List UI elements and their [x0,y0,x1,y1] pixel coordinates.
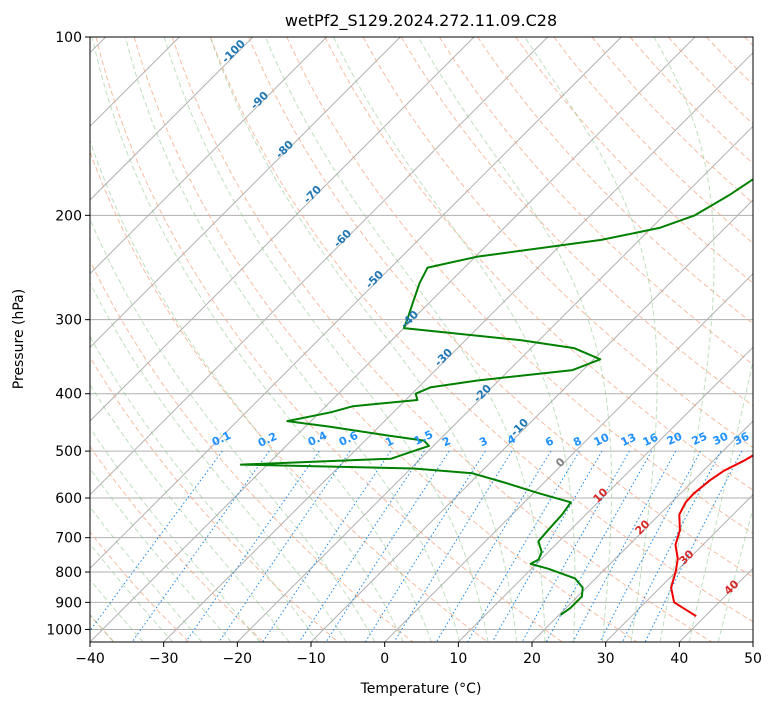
mixing-ratio-line [364,450,486,642]
mixing-ratio-line [572,450,677,642]
x-tick-label: 30 [597,651,615,667]
dry-adiabat [324,37,753,491]
isotherm-gridline [605,493,753,642]
dry-adiabat [210,37,753,623]
dry-adiabat [90,445,264,642]
moist-adiabat [688,358,753,642]
mixing-ratio-line [218,450,351,642]
dry-adiabat [400,37,753,407]
mixing-ratio-line [521,450,630,642]
background-lines [90,37,753,642]
y-tick-label: 100 [55,30,82,46]
x-tick-label: 40 [670,651,688,667]
x-tick-label: −10 [296,651,326,667]
y-tick-label: 500 [55,444,82,460]
x-tick-label: 10 [449,651,467,667]
moist-adiabat [163,37,489,642]
dry-adiabat [248,37,753,578]
moist-adiabat [265,37,546,642]
mixing-ratio-line [545,450,653,642]
isotherm-gridline [90,37,254,201]
x-tick-label: −40 [75,651,105,667]
dry-adiabat [90,259,414,642]
mixing-ratio-line [467,450,580,642]
moist-adiabat [717,506,753,642]
isotherm-gridline [752,641,753,642]
dry-adiabat [362,37,753,449]
isotherm-gridline [90,37,622,570]
x-tick-label: 20 [523,651,541,667]
dewpoint-profile-line [239,178,753,616]
moist-adiabat [124,37,461,642]
isotherm-gridline [531,420,753,642]
plot-area [90,37,753,642]
moist-adiabat [209,37,517,642]
x-tick-label: 0 [380,651,389,667]
mixing-ratio-label: 16 [641,431,661,449]
mixing-ratio-label: 36 [732,430,752,448]
moist-adiabat [91,37,432,642]
moist-adiabat [417,37,613,642]
y-tick-label: 900 [55,595,82,611]
moist-adiabat [90,335,319,642]
dry-adiabat [133,37,638,642]
mixing-ratio-label: 10 [592,431,612,449]
moist-adiabat [90,138,404,642]
mixing-ratio-line [131,450,270,642]
y-tick-label: 300 [55,313,82,329]
mixing-ratio-line [599,450,701,642]
isotherm-gridline [384,272,753,642]
mixing-ratio-label: 30 [711,430,731,448]
moist-adiabat [90,427,261,642]
x-tick-label: −30 [149,651,179,667]
chart-title: wetPf2_S129.2024.272.11.09.C28 [285,11,557,31]
dry-adiabat [438,37,753,366]
dry-adiabat [553,37,753,244]
x-tick-label: −20 [223,651,253,667]
mixing-ratio-label: 20 [665,430,685,448]
mixing-ratio-line [435,450,552,642]
y-tick-label: 200 [55,208,82,224]
mixing-ratio-line [393,450,513,642]
dry-adiabat [95,37,563,642]
y-tick-label: 400 [55,387,82,403]
moist-adiabat [90,383,290,642]
moist-adiabat [90,218,376,642]
mixing-ratio-label: 13 [619,431,638,449]
y-tick-label: 1000 [46,622,82,638]
x-tick-label: 50 [744,651,762,667]
dry-adiabat [629,37,753,165]
moist-adiabat [90,281,347,642]
moist-adiabat [90,467,232,642]
x-axis-title: Temperature (°C) [360,681,482,697]
moist-adiabat [524,37,658,642]
isotherm-gridline [163,51,753,642]
isotherm-gridline [90,37,328,275]
profile-lines [239,178,753,618]
isotherm-gridline [90,37,475,422]
isotherm-gridline [90,37,401,349]
isotherm-gridline [90,37,696,642]
dry-adiabat [90,356,339,642]
moist-adiabat [333,37,576,642]
plot-frame [89,36,754,643]
y-tick-label: 800 [55,565,82,581]
mixing-ratio-line [491,450,603,642]
dry-adiabat [515,37,753,284]
isotherm-gridline [457,346,753,642]
isotherm-gridline [90,37,549,496]
temperature-profile-line [670,454,753,618]
mixing-ratio-line [621,450,722,642]
mixing-ratio-line [185,450,320,642]
isotherm-gridline [236,125,753,642]
y-axis: 1000 900 800 700 600 500 400 300 200 100 [46,30,90,638]
y-tick-label: 700 [55,531,82,547]
moist-adiabat [653,37,715,642]
mixing-ratio-label: 25 [690,430,709,448]
x-axis: −40 −30 −20 −10 0 10 20 30 40 50 [75,642,762,667]
y-tick-label: 600 [55,491,82,507]
y-axis-title: Pressure (hPa) [11,289,27,389]
dry-adiabat [171,37,712,642]
